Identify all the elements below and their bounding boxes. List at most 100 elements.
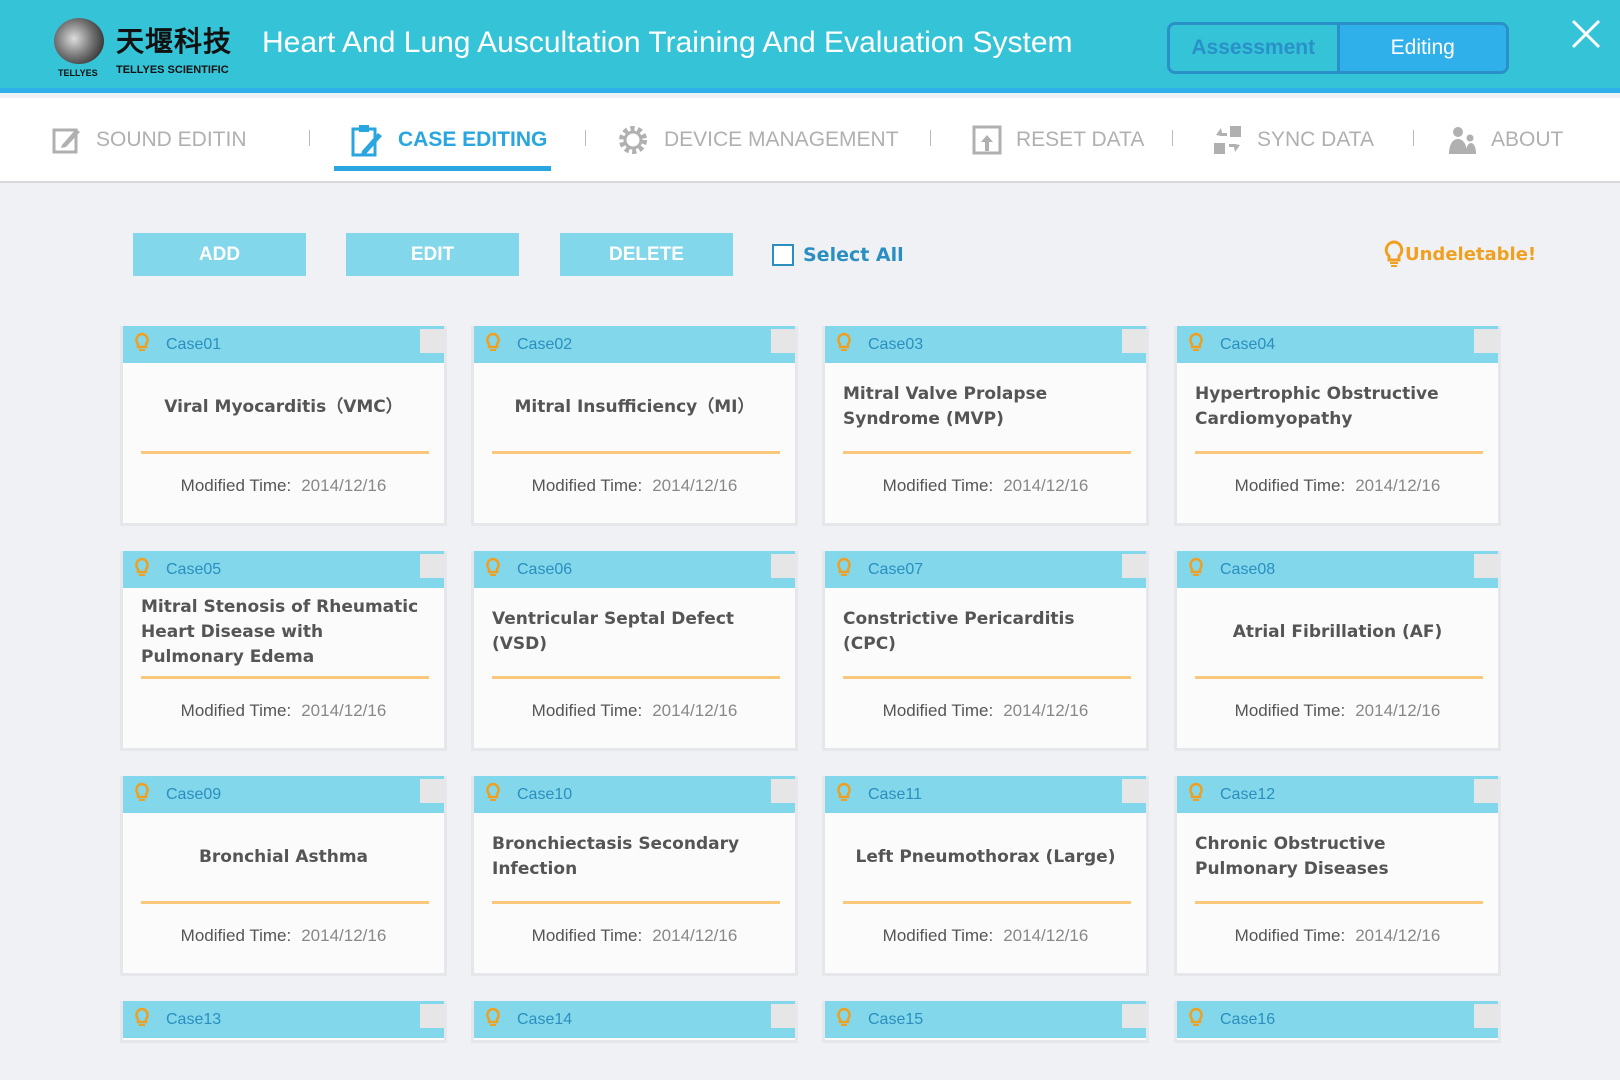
case-checkbox[interactable]: [771, 554, 795, 578]
case-card[interactable]: Case04 Hypertrophic Obstructive Cardiomyo…: [1174, 326, 1501, 526]
users-icon: [1449, 127, 1476, 154]
case-checkbox[interactable]: [771, 779, 795, 803]
divider: [141, 451, 429, 454]
case-card[interactable]: Case06 Ventricular Septal Defect (VSD) Mod…: [471, 551, 798, 751]
select-all[interactable]: Select All: [772, 244, 904, 266]
case-id: Case05: [166, 560, 222, 578]
reset-icon: [972, 125, 1002, 155]
lightbulb-icon: [134, 557, 150, 583]
edit-button[interactable]: EDIT: [346, 233, 519, 276]
nav-case-editing[interactable]: CASE EDITING: [350, 120, 547, 160]
case-card[interactable]: Case16: [1174, 1001, 1501, 1043]
lightbulb-icon: [485, 1007, 501, 1033]
case-checkbox[interactable]: [1474, 1004, 1498, 1028]
case-id: Case12: [1220, 785, 1276, 803]
modified-time: Modified Time: 2014/12/16: [1177, 926, 1498, 946]
case-card[interactable]: Case11 Left Pneumothorax (Large) Modified …: [822, 776, 1149, 976]
close-icon[interactable]: [1570, 18, 1602, 50]
nav-divider: [930, 130, 931, 146]
case-card[interactable]: Case03 Mitral Valve Prolapse Syndrome (MV…: [822, 326, 1149, 526]
case-card[interactable]: Case01 Viral Myocarditis（VMC） Modified Tim…: [120, 326, 447, 526]
modified-time-label: Modified Time:: [180, 476, 292, 495]
case-id: Case09: [166, 785, 222, 803]
case-checkbox[interactable]: [1122, 1004, 1146, 1028]
case-card-header: Case07: [825, 551, 1146, 588]
modified-date: 2014/12/16: [301, 926, 387, 945]
modified-time: Modified Time: 2014/12/16: [123, 701, 444, 721]
case-card[interactable]: Case09 Bronchial Asthma Modified Time: 2014…: [120, 776, 447, 976]
undeletable-hint: Undeletable!: [1383, 240, 1536, 268]
sync-icon: [1214, 126, 1241, 154]
logo-en: TELLYES SCIENTIFIC: [116, 64, 229, 76]
case-card[interactable]: Case07 Constrictive Pericarditis (CPC) Mod…: [822, 551, 1149, 751]
lightbulb-icon: [485, 557, 501, 583]
case-card[interactable]: Case10 Bronchiectasis Secondary Infection…: [471, 776, 798, 976]
nav-divider: [1172, 130, 1173, 146]
nav-sync-data[interactable]: SYNC DATA: [1213, 120, 1374, 160]
lightbulb-icon: [134, 782, 150, 808]
nav-about[interactable]: ABOUT: [1447, 120, 1563, 160]
logo-cn: 天堰科技: [116, 25, 233, 58]
app-title: Heart And Lung Auscultation Training And…: [262, 26, 1073, 59]
case-card[interactable]: Case05 Mitral Stenosis of Rheumatic Heart…: [120, 551, 447, 751]
case-checkbox[interactable]: [1474, 779, 1498, 803]
case-card-header: Case11: [825, 776, 1146, 813]
case-card-header: Case03: [825, 326, 1146, 363]
case-title: Mitral Insufficiency（MI）: [514, 396, 755, 417]
case-card-header: Case12: [1177, 776, 1498, 813]
delete-button[interactable]: DELETE: [560, 233, 733, 276]
case-card[interactable]: Case12 Chronic Obstructive Pulmonary Dise…: [1174, 776, 1501, 976]
case-checkbox[interactable]: [1474, 554, 1498, 578]
case-checkbox[interactable]: [420, 1004, 444, 1028]
case-card-header: Case10: [474, 776, 795, 813]
case-id: Case08: [1220, 560, 1276, 578]
case-checkbox[interactable]: [771, 329, 795, 353]
modified-date: 2014/12/16: [652, 926, 738, 945]
select-all-label: Select All: [803, 244, 904, 266]
case-card-header: Case04: [1177, 326, 1498, 363]
nav-device-management[interactable]: DEVICE MANAGEMENT: [616, 120, 899, 160]
case-card-header: Case01: [123, 326, 444, 363]
nav-label: SOUND EDITIN: [96, 128, 247, 151]
lightbulb-icon: [836, 332, 852, 358]
case-id: Case01: [166, 335, 222, 353]
modified-date: 2014/12/16: [1355, 926, 1441, 945]
case-card[interactable]: Case02 Mitral Insufficiency（MI） Modified T…: [471, 326, 798, 526]
case-id: Case07: [868, 560, 924, 578]
case-checkbox[interactable]: [1122, 329, 1146, 353]
app-header: TELLYES 天堰科技 TELLYES SCIENTIFIC Heart An…: [0, 0, 1620, 93]
case-checkbox[interactable]: [1122, 554, 1146, 578]
lightbulb-icon: [134, 1007, 150, 1033]
case-checkbox[interactable]: [771, 1004, 795, 1028]
case-title: Ventricular Septal Defect (VSD): [492, 609, 735, 654]
modified-time: Modified Time: 2014/12/16: [1177, 701, 1498, 721]
mode-editing[interactable]: Editing: [1339, 25, 1506, 71]
logo: TELLYES 天堰科技 TELLYES SCIENTIFIC: [52, 16, 242, 80]
case-checkbox[interactable]: [1122, 779, 1146, 803]
nav-label: RESET DATA: [1016, 128, 1145, 151]
case-card[interactable]: Case15: [822, 1001, 1149, 1043]
modified-time-label: Modified Time:: [180, 701, 292, 720]
mode-toggle: Assessment Editing: [1167, 22, 1509, 74]
case-card[interactable]: Case14: [471, 1001, 798, 1043]
select-all-checkbox[interactable]: [772, 244, 794, 266]
modified-time-label: Modified Time:: [531, 476, 643, 495]
case-id: Case10: [517, 785, 573, 803]
case-checkbox[interactable]: [420, 554, 444, 578]
nav-reset-data[interactable]: RESET DATA: [972, 120, 1144, 160]
case-card[interactable]: Case08 Atrial Fibrillation (AF) Modified T…: [1174, 551, 1501, 751]
case-card[interactable]: Case13: [120, 1001, 447, 1043]
divider: [492, 676, 780, 679]
case-card-header: Case08: [1177, 551, 1498, 588]
nav-label: SYNC DATA: [1257, 128, 1375, 151]
nav-sound-editing[interactable]: SOUND EDITIN: [52, 120, 247, 160]
mode-assessment[interactable]: Assessment: [1170, 25, 1340, 71]
add-button[interactable]: ADD: [133, 233, 306, 276]
lightbulb-icon: [1188, 782, 1204, 808]
case-checkbox[interactable]: [420, 329, 444, 353]
case-card-header: Case16: [1177, 1001, 1498, 1038]
case-checkbox[interactable]: [420, 779, 444, 803]
nav-label: ABOUT: [1491, 128, 1564, 151]
divider: [1195, 676, 1483, 679]
case-checkbox[interactable]: [1474, 329, 1498, 353]
